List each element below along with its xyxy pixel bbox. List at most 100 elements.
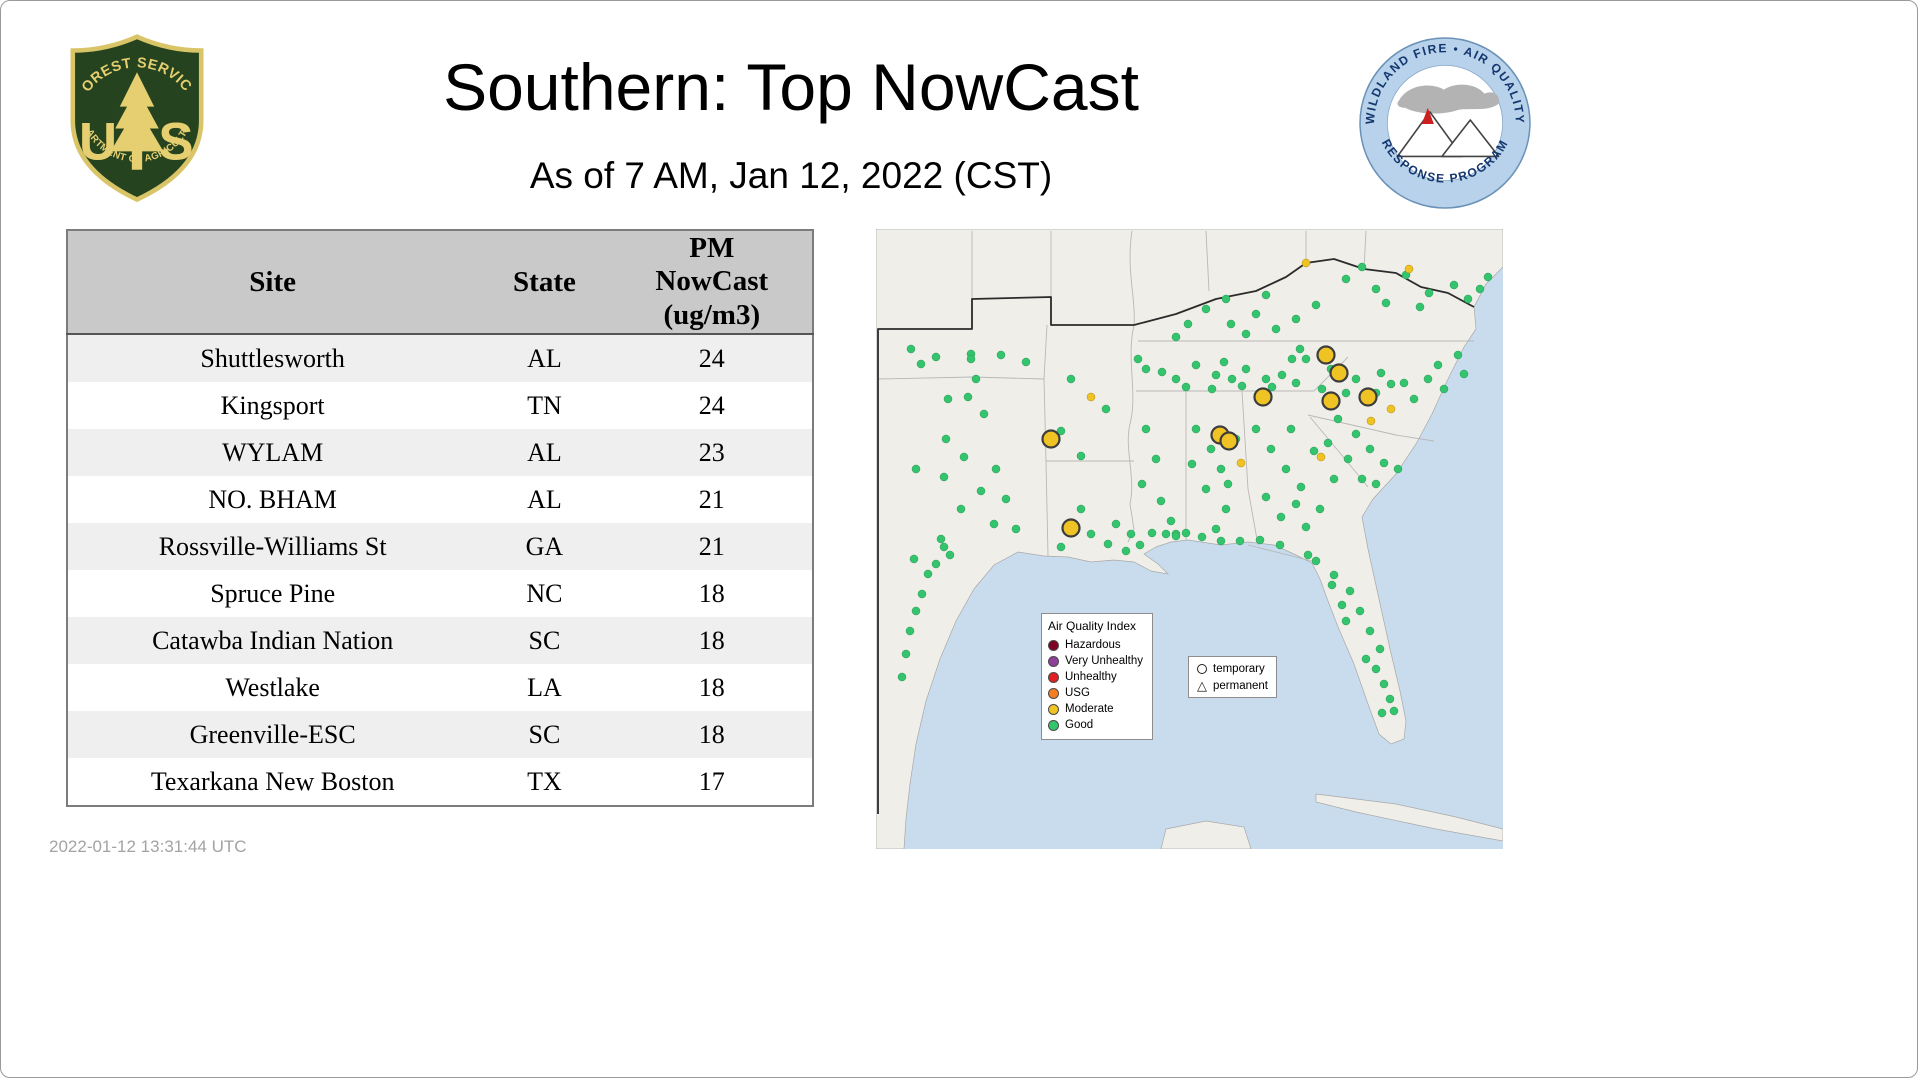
value-cell: 18 xyxy=(698,625,725,655)
legend-swatch xyxy=(1048,671,1059,683)
state-cell: NC xyxy=(526,578,563,608)
good-monitor-dot xyxy=(1365,444,1375,454)
good-monitor-dot xyxy=(963,392,973,402)
land xyxy=(876,229,1503,849)
good-monitor-dot xyxy=(1311,556,1321,566)
good-monitor-dot xyxy=(1381,298,1391,308)
permanent-marker-icon: △ xyxy=(1197,677,1207,693)
good-monitor-dot xyxy=(1301,354,1311,364)
good-monitor-dot xyxy=(966,354,976,364)
monitor-dots-layer xyxy=(897,258,1493,718)
good-monitor-dot xyxy=(1377,708,1387,718)
good-monitor-dot xyxy=(1375,644,1385,654)
good-monitor-dot xyxy=(939,542,949,552)
good-monitor-dot xyxy=(1483,272,1493,282)
good-monitor-dot xyxy=(1315,504,1325,514)
good-monitor-dot xyxy=(1453,350,1463,360)
temporary-label: temporary xyxy=(1213,662,1265,675)
legend-label: Hazardous xyxy=(1065,639,1121,651)
good-monitor-dot xyxy=(1439,384,1449,394)
table-row: Catawba Indian Nation SC 18 xyxy=(67,617,813,665)
legend-swatch xyxy=(1048,703,1059,715)
good-monitor-dot xyxy=(1187,459,1197,469)
table-row: Kingsport TN 24 xyxy=(67,382,813,430)
good-monitor-dot xyxy=(901,649,911,659)
site-cell: Greenville-ESC xyxy=(189,719,356,749)
good-monitor-dot xyxy=(1276,512,1286,522)
permanent-label: permanent xyxy=(1213,679,1268,692)
good-monitor-dot xyxy=(1329,474,1339,484)
good-monitor-dot xyxy=(1295,344,1305,354)
state-cell: TX xyxy=(527,766,562,796)
good-monitor-dot xyxy=(1291,314,1301,324)
good-monitor-dot xyxy=(1371,664,1381,674)
good-monitor-dot xyxy=(1216,536,1226,546)
good-monitor-dot xyxy=(945,550,955,560)
good-monitor-dot xyxy=(939,472,949,482)
col-site: Site xyxy=(67,230,478,336)
page-subtitle: As of 7 AM, Jan 12, 2022 (CST) xyxy=(529,155,1053,196)
good-monitor-dot xyxy=(906,344,916,354)
value-cell: 18 xyxy=(698,578,725,608)
legend-swatch xyxy=(1048,719,1059,731)
moderate-monitor-dot xyxy=(1086,392,1096,402)
good-monitor-dot xyxy=(897,672,907,682)
good-monitor-dot xyxy=(1389,706,1399,716)
value-cell: 24 xyxy=(698,343,725,373)
good-monitor-dot xyxy=(1333,414,1343,424)
forest-service-logo: FOREST SERVICE U S DEPARTMENT OF AGRICUL… xyxy=(56,31,204,203)
site-cell: Catawba Indian Nation xyxy=(152,625,394,655)
legend-item: Good xyxy=(1048,717,1146,733)
state-cell: LA xyxy=(527,672,562,702)
nowcast-table: Site State PM NowCast (ug/m3) Shuttleswo… xyxy=(66,229,814,808)
legend-swatch xyxy=(1048,687,1059,699)
moderate-temporary-monitor-circle xyxy=(1358,387,1378,407)
good-monitor-dot xyxy=(1211,524,1221,534)
legend-swatch xyxy=(1048,655,1059,667)
table-row: Greenville-ESC SC 18 xyxy=(67,711,813,759)
good-monitor-dot xyxy=(1275,540,1285,550)
good-monitor-dot xyxy=(1409,394,1419,404)
site-cell: Spruce Pine xyxy=(210,578,336,608)
good-monitor-dot xyxy=(1133,354,1143,364)
table-row: Westlake LA 18 xyxy=(67,664,813,712)
flame-icon xyxy=(1421,107,1434,125)
state-borders xyxy=(877,230,1474,562)
good-monitor-dot xyxy=(1056,542,1066,552)
good-monitor-dot xyxy=(931,559,941,569)
good-monitor-dot xyxy=(1237,381,1247,391)
moderate-temporary-monitor-circle xyxy=(1041,429,1061,449)
legend-item: Moderate xyxy=(1048,701,1146,717)
table-header-row: Site State PM NowCast (ug/m3) xyxy=(67,230,813,336)
good-monitor-dot xyxy=(979,409,989,419)
smoke-cloud-icon xyxy=(1397,84,1499,114)
good-monitor-dot xyxy=(923,569,933,579)
site-cell: Kingsport xyxy=(220,390,325,420)
nowcast-table-container: Site State PM NowCast (ug/m3) Shuttleswo… xyxy=(66,229,814,808)
good-monitor-dot xyxy=(1221,504,1231,514)
moderate-monitor-dot xyxy=(1386,404,1396,414)
legend-label: Moderate xyxy=(1065,703,1114,715)
col-pm: PM NowCast (ug/m3) xyxy=(611,230,813,336)
good-monitor-dot xyxy=(1361,654,1371,664)
legend-item: USG xyxy=(1048,685,1146,701)
wfaqrp-logo: WILDLAND FIRE • AIR QUALITY RESPONSE PRO… xyxy=(1359,37,1531,209)
good-monitor-dot xyxy=(1066,374,1076,384)
good-monitor-dot xyxy=(1379,458,1389,468)
good-monitor-dot xyxy=(1171,374,1181,384)
good-monitor-dot xyxy=(1076,451,1086,461)
state-cell: SC xyxy=(528,625,561,655)
moderate-temporary-monitor-circle xyxy=(1321,391,1341,411)
table-row: Spruce Pine NC 18 xyxy=(67,570,813,618)
value-cell: 21 xyxy=(698,484,725,514)
good-monitor-dot xyxy=(971,374,981,384)
good-monitor-dot xyxy=(1371,479,1381,489)
moderate-monitor-dot xyxy=(1366,416,1376,426)
good-monitor-dot xyxy=(1261,290,1271,300)
legend-label: Unhealthy xyxy=(1065,671,1117,683)
site-cell: Texarkana New Boston xyxy=(150,766,395,796)
mountains-icon xyxy=(1396,111,1500,158)
moderate-monitor-dot xyxy=(1316,452,1326,462)
legend-swatch xyxy=(1048,639,1059,651)
